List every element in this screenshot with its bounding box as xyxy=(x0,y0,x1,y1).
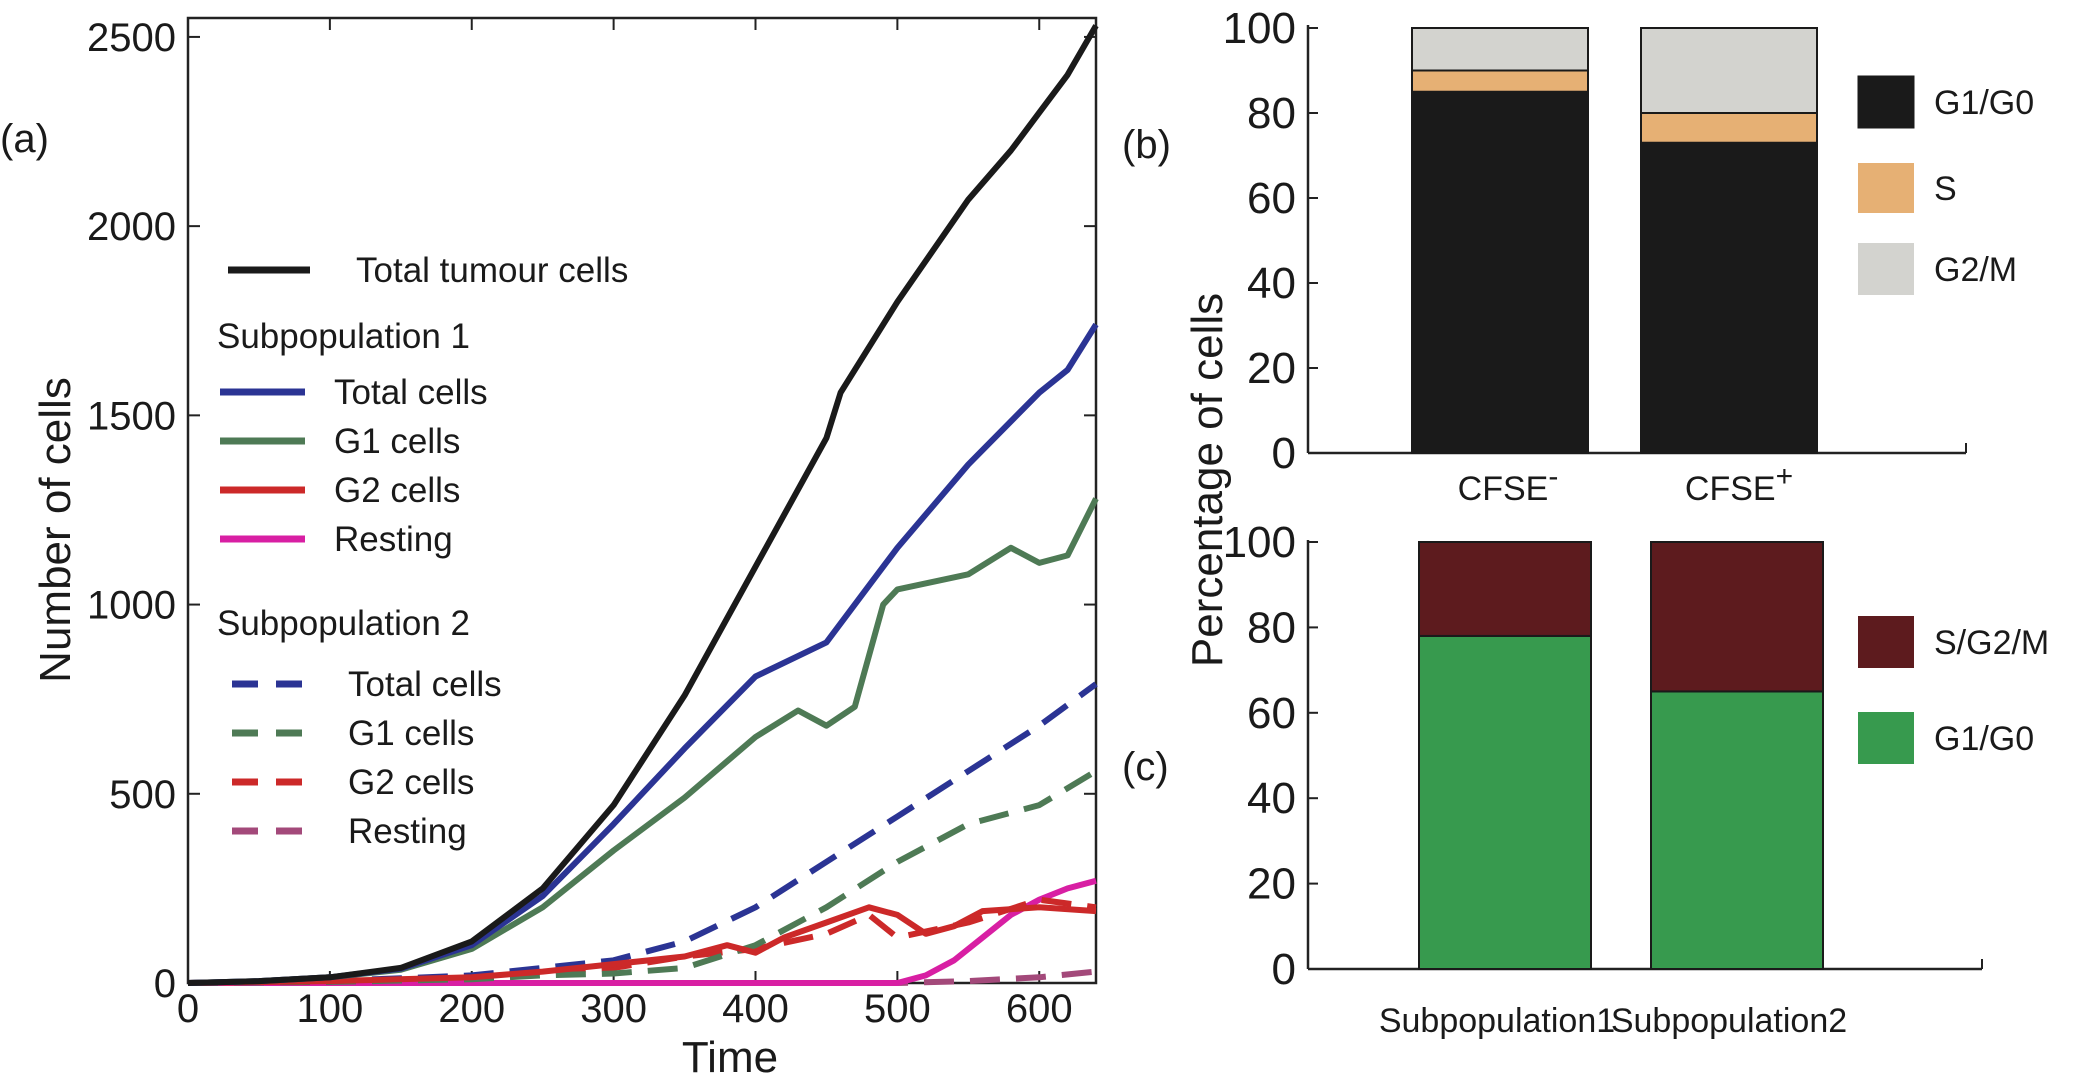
x-tick-label-a: 600 xyxy=(1006,987,1073,1031)
x-tick-label-a: 100 xyxy=(297,987,364,1031)
y-tick-label-b: 40 xyxy=(1247,259,1296,308)
y-tick-label-a: 1500 xyxy=(87,394,176,438)
y-tick-label-b: 0 xyxy=(1272,429,1296,478)
y-tick-label-a: 2500 xyxy=(87,16,176,60)
panel-label-c: (c) xyxy=(1122,745,1169,789)
series-lines-a xyxy=(187,24,1099,986)
y-axis-title-b-c: Percentage of cells xyxy=(1183,293,1232,667)
y-tick-label-a: 1000 xyxy=(87,584,176,628)
bar-segment-c-g1-g0 xyxy=(1418,634,1592,970)
x-tick-label-a: 500 xyxy=(864,987,931,1031)
bar-segment-b-s xyxy=(1640,112,1818,144)
y-tick-label-b: 80 xyxy=(1247,89,1296,138)
bar-segment-b-g2-m xyxy=(1640,27,1818,114)
legend-label-c-g1-g0: G1/G0 xyxy=(1934,720,2034,758)
series-line-subpopulation-2-total-cells xyxy=(187,681,1098,986)
y-tick-label-a: 500 xyxy=(109,773,176,817)
y-tick-label-a: 2000 xyxy=(87,205,176,249)
legend-label-subpopulation-1-g2-cells: G2 cells xyxy=(334,471,460,510)
series-line-subpopulation-1-g1-cells xyxy=(187,497,1099,986)
series-line-subpopulation-1-g2-cells xyxy=(187,904,1097,986)
y-tick-label-c: 20 xyxy=(1247,860,1296,909)
panel-c-bar-chart: (c) 0 20 40 60 80 100 Subpopulation1Subpopula… xyxy=(1122,518,2049,1040)
x-axis-title-a: Time xyxy=(682,1033,778,1082)
legend-label-c-s-g2-m: S/G2/M xyxy=(1934,624,2049,662)
y-tick-label-a: 0 xyxy=(154,962,176,1006)
legend-swatch-b-g1-g0 xyxy=(1857,75,1915,129)
panel-a-line-chart: (a) 0 100 200 300 400 500 600 0 500 1000 1500 2000… xyxy=(0,16,1099,1082)
bars-b xyxy=(1411,27,1818,454)
legend-label-subpopulation-2-g1-cells: G1 cells xyxy=(348,714,474,753)
y-tick-label-c: 60 xyxy=(1247,689,1296,738)
bar-segment-b-g1-g0 xyxy=(1411,90,1589,454)
legend-label-subpopulation-2-total-cells: Total cells xyxy=(348,665,502,704)
plot-frame-a xyxy=(186,16,1098,985)
legend-a: Total tumour cells Subpopulation 1 Total c… xyxy=(217,251,628,851)
x-tick-label-a: 200 xyxy=(438,987,505,1031)
y-tick-label-b: 100 xyxy=(1223,4,1296,53)
x-tick-label-a: 400 xyxy=(722,987,789,1031)
series-line-total-total-tumour-cells xyxy=(187,24,1099,986)
y-tick-label-c: 40 xyxy=(1247,774,1296,823)
y-ticks-b: 0 20 40 60 80 100 xyxy=(1223,4,1318,478)
x-tick-label-a: 0 xyxy=(177,987,199,1031)
series-line-subpopulation-2-g1-cells xyxy=(187,768,1098,986)
legend-swatch-c-g1-g0 xyxy=(1858,712,1914,764)
bar-segment-b-s xyxy=(1411,69,1589,93)
legend-group-title-1: Subpopulation 1 xyxy=(217,317,470,356)
category-label-b: CFSE+ xyxy=(1685,460,1793,508)
legend-c: S/G2/M G1/G0 xyxy=(1858,616,2049,764)
legend-label-subpopulation-2-resting: Resting xyxy=(348,812,467,851)
legend-label-total-total-tumour-cells: Total tumour cells xyxy=(356,251,628,290)
legend-label-subpopulation-1-g1-cells: G1 cells xyxy=(334,422,460,461)
series-line-subpopulation-1-resting xyxy=(188,877,1097,986)
category-labels-b: CFSE- CFSE+ xyxy=(1458,460,1793,508)
legend-label-subpopulation-1-total-cells: Total cells xyxy=(334,373,488,412)
category-label-c: Subpopulation2 xyxy=(1611,1002,1847,1040)
bar-segment-c-s-g2-m xyxy=(1650,541,1824,693)
legend-label-subpopulation-1-resting: Resting xyxy=(334,520,453,559)
y-tick-label-b: 20 xyxy=(1247,344,1296,393)
legend-label-b-g1-g0: G1/G0 xyxy=(1934,84,2034,122)
legend-swatch-b-g2-m xyxy=(1858,243,1914,295)
legend-label-subpopulation-2-g2-cells: G2 cells xyxy=(348,763,474,802)
legend-group-title-2: Subpopulation 2 xyxy=(217,604,470,643)
series-line-subpopulation-2-g2-cells xyxy=(187,896,1097,986)
y-tick-label-c: 80 xyxy=(1247,603,1296,652)
y-tick-label-b: 60 xyxy=(1247,174,1296,223)
y-axis-title-a: Number of cells xyxy=(31,377,80,683)
panel-label-b: (b) xyxy=(1122,123,1171,167)
legend-b: G1/G0 S G2/M xyxy=(1857,75,2034,295)
y-ticks-c: 0 20 40 60 80 100 xyxy=(1223,518,1318,994)
legend-label-b-s: S xyxy=(1934,170,1957,208)
legend-swatch-c-s-g2-m xyxy=(1858,616,1914,668)
panel-label-a: (a) xyxy=(0,117,49,161)
bar-segment-c-g1-g0 xyxy=(1650,690,1824,970)
panel-b-bar-chart: (b) 0 20 40 60 80 100 CFSE- CFSE+ G1/G0 S G2/M xyxy=(1122,4,2034,508)
x-axis-a: 0 100 200 300 400 500 600 xyxy=(177,18,1073,1031)
bar-segment-b-g2-m xyxy=(1411,27,1589,72)
y-axis-a: 0 500 1000 1500 2000 2500 xyxy=(87,16,1096,1006)
y-tick-label-c: 0 xyxy=(1272,945,1296,994)
category-label-c: Subpopulation1 xyxy=(1379,1002,1615,1040)
bars-c xyxy=(1418,541,1824,970)
x-tick-label-a: 300 xyxy=(580,987,647,1031)
category-label-b: CFSE- xyxy=(1458,460,1559,508)
legend-label-b-g2-m: G2/M xyxy=(1934,251,2017,289)
series-line-subpopulation-1-total-cells xyxy=(187,322,1099,986)
legend-swatch-b-s xyxy=(1858,163,1914,213)
bar-segment-b-g1-g0 xyxy=(1640,141,1818,454)
y-tick-label-c: 100 xyxy=(1223,518,1296,567)
bar-segment-c-s-g2-m xyxy=(1418,541,1592,637)
